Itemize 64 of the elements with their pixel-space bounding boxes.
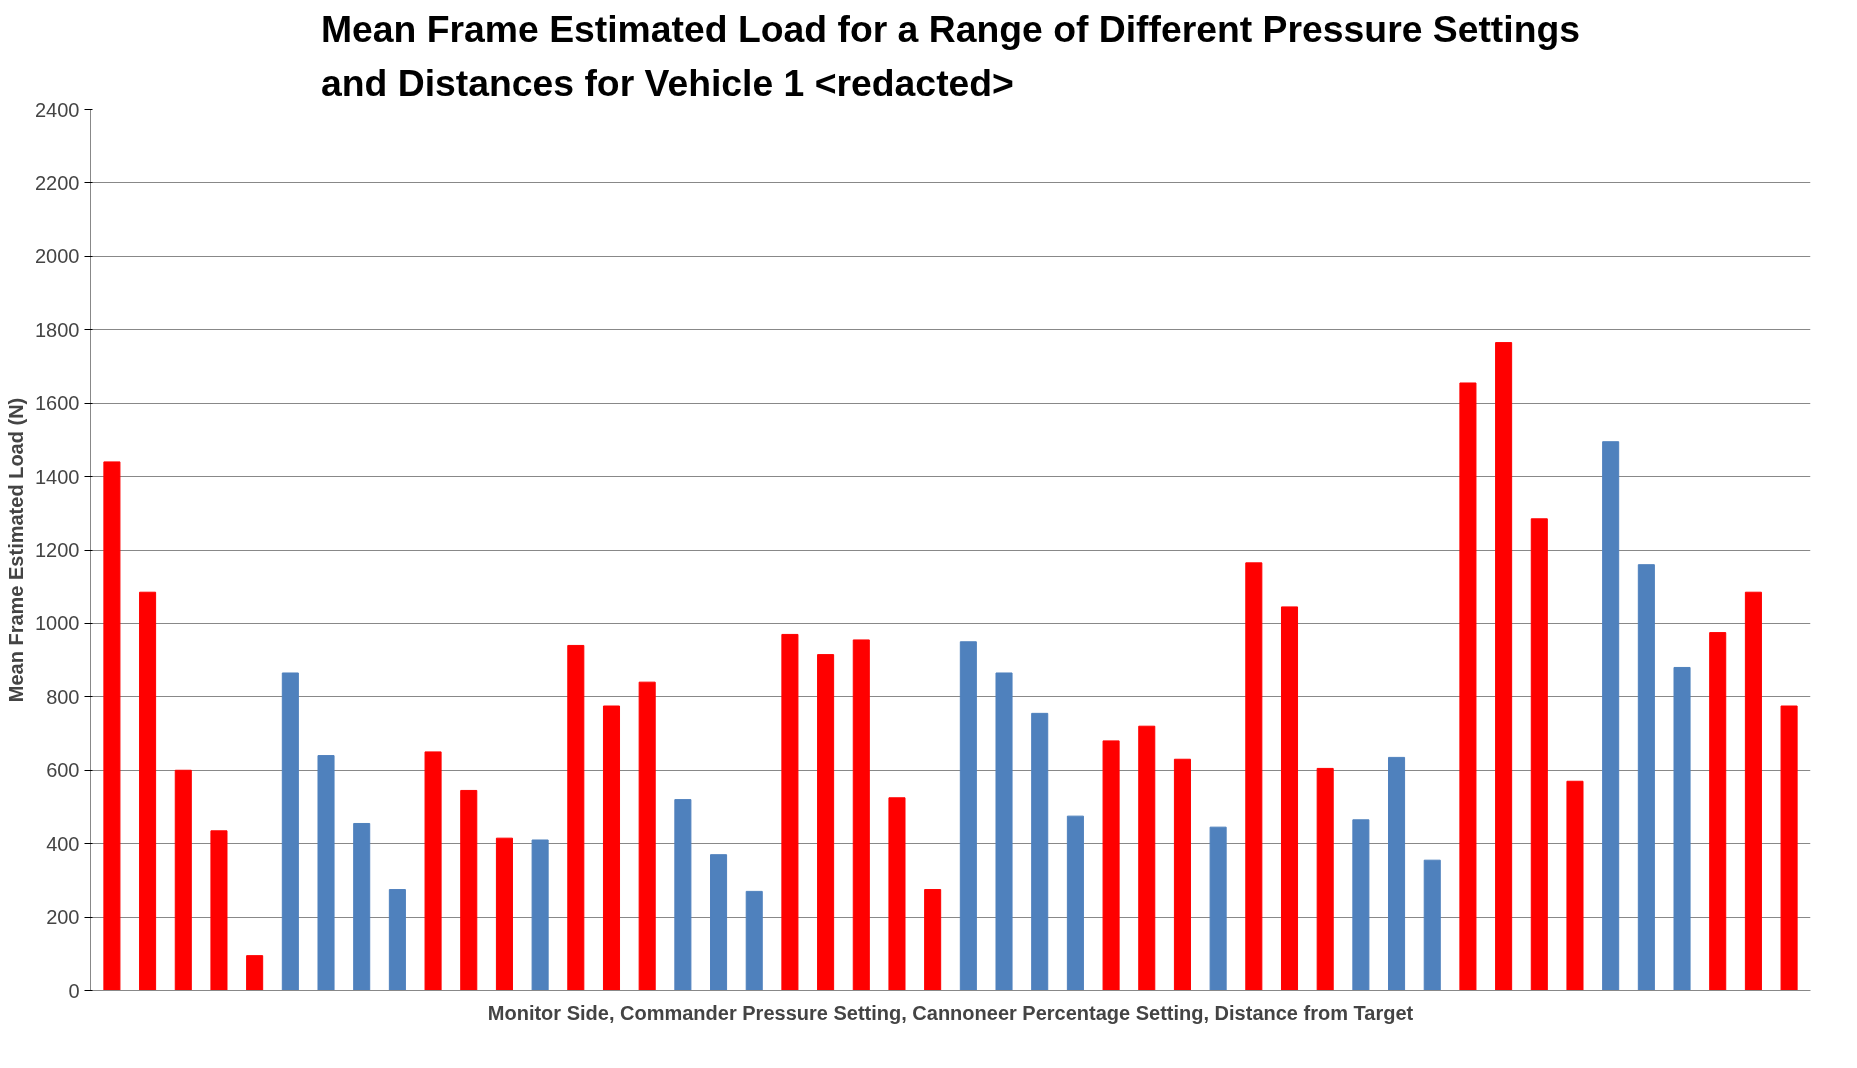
bar	[353, 822, 371, 991]
bar	[1637, 564, 1655, 991]
y-tick-label: 1200	[35, 539, 80, 561]
bar	[567, 644, 585, 991]
bar	[817, 654, 835, 991]
bar	[210, 830, 228, 991]
bar	[1709, 632, 1727, 991]
bar	[710, 854, 728, 991]
bar	[888, 797, 906, 991]
bar	[174, 769, 192, 991]
bar	[1744, 591, 1762, 991]
bar	[1173, 758, 1191, 991]
y-tick-label: 1400	[35, 465, 80, 488]
bar	[1031, 712, 1049, 991]
bar	[1138, 725, 1156, 991]
y-tick-label: 0	[68, 979, 80, 1002]
bar	[1780, 705, 1798, 991]
y-tick-label: 400	[46, 832, 80, 855]
bar	[959, 641, 977, 991]
bar	[995, 672, 1013, 991]
chart-title: Mean Frame Estimated Load for a Range of Different Pressure Settings and Distances for Vehicle 1 <redacted>	[320, 7, 1581, 105]
bar	[1423, 859, 1441, 991]
y-tick-label: 1600	[35, 392, 80, 415]
bar	[1602, 441, 1620, 991]
bar	[1495, 342, 1513, 991]
y-tick-label: 2400	[35, 98, 80, 121]
bar	[1245, 562, 1263, 991]
y-tick-label: 2200	[35, 171, 80, 194]
bar	[1530, 518, 1548, 991]
bar	[1388, 756, 1406, 991]
bar	[781, 633, 799, 991]
bar	[424, 751, 442, 991]
bar	[531, 839, 549, 991]
bar	[139, 591, 157, 991]
bar	[852, 639, 870, 991]
bar	[1673, 666, 1691, 991]
bar	[460, 789, 478, 991]
bar	[103, 461, 121, 991]
y-tick-label: 1800	[35, 318, 80, 341]
bar	[1459, 382, 1477, 991]
y-axis-title: Mean Frame Estimated Load (N)	[5, 397, 28, 703]
y-tick-label: 1000	[35, 612, 80, 635]
bar	[674, 799, 692, 991]
bar	[1316, 767, 1334, 991]
bar	[281, 672, 299, 991]
bar	[388, 889, 406, 991]
bar	[1352, 819, 1370, 991]
bar	[495, 837, 513, 991]
bar	[1102, 740, 1120, 991]
bar	[745, 890, 763, 991]
x-axis-title: Monitor Side, Commander Pressure Setting, Cannoneer Percentage Setting, Distance from Target	[487, 1001, 1414, 1024]
bar	[1280, 606, 1299, 991]
bar	[1566, 780, 1584, 991]
bar	[924, 889, 942, 991]
bar	[246, 955, 264, 991]
y-tick-label: 200	[46, 906, 80, 929]
y-tick-label: 600	[46, 759, 80, 782]
bar	[317, 755, 335, 991]
bar	[602, 705, 621, 991]
bar	[638, 681, 656, 991]
bar	[1209, 826, 1227, 991]
y-tick-label: 800	[46, 685, 80, 708]
y-tick-label: 2000	[35, 245, 80, 268]
bar	[1066, 815, 1084, 991]
